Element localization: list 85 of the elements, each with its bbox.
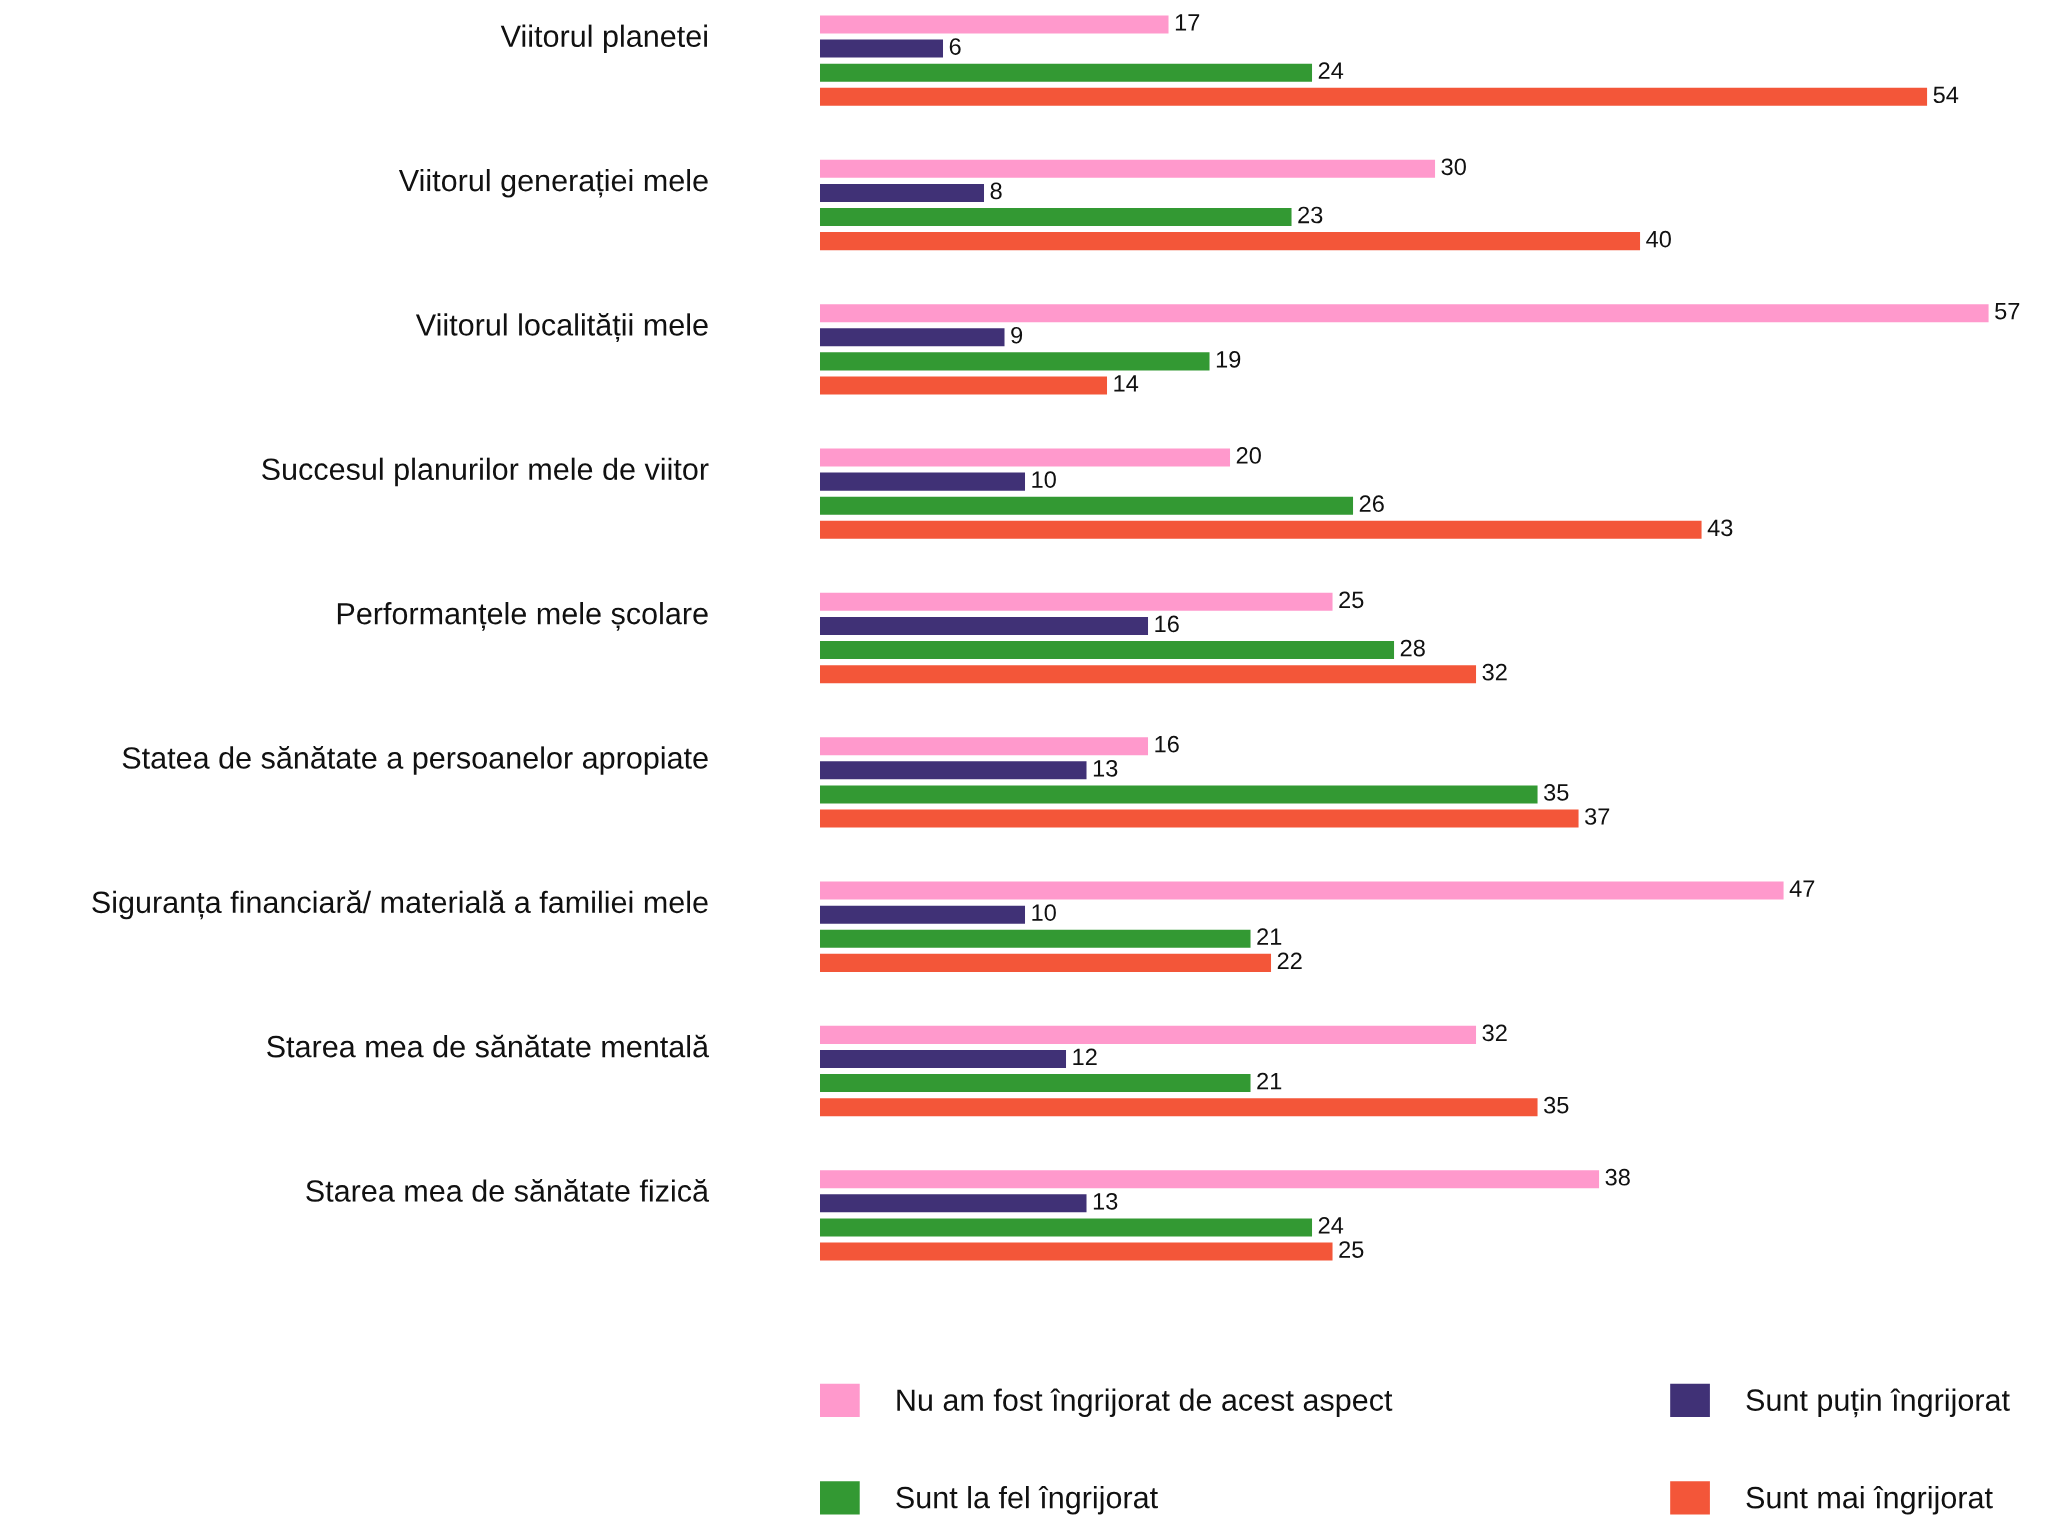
bar — [820, 641, 1395, 660]
data-label: 13 — [1093, 1192, 1118, 1210]
data-label: 20 — [1236, 447, 1261, 464]
bar — [820, 328, 1005, 347]
data-label: 38 — [1605, 1168, 1630, 1186]
data-label: 32 — [1482, 663, 1507, 681]
bar — [820, 87, 1928, 106]
data-label: 16 — [1155, 615, 1179, 633]
data-label: 6 — [949, 38, 961, 55]
bar — [820, 665, 1477, 684]
legend-label: Sunt puțin îngrijorat — [1746, 1388, 2010, 1418]
bar — [820, 761, 1087, 780]
bar — [820, 1170, 1600, 1189]
data-label: 30 — [1441, 158, 1466, 176]
bar — [820, 15, 1169, 34]
data-label: 13 — [1093, 759, 1118, 777]
bar — [820, 1194, 1087, 1213]
data-label: 19 — [1216, 350, 1241, 368]
bar — [820, 232, 1641, 251]
bar — [820, 63, 1313, 82]
data-label: 43 — [1707, 519, 1733, 537]
bar — [820, 472, 1026, 491]
bar — [820, 905, 1026, 924]
data-label: 23 — [1298, 206, 1323, 224]
bar — [820, 448, 1231, 467]
y-tick-label: Statea de sănătate a persoanelor apropiate — [122, 745, 708, 775]
bar — [820, 1025, 1477, 1044]
bar — [820, 809, 1579, 828]
bar — [820, 737, 1149, 756]
bar — [820, 352, 1210, 371]
bar — [820, 953, 1272, 972]
data-label: 24 — [1318, 62, 1344, 79]
data-label: 57 — [1995, 303, 2020, 320]
y-tick-label: Viitorul planetei — [500, 24, 707, 54]
y-tick-label: Performanțele mele școlare — [337, 602, 708, 631]
y-tick-label: Starea mea de sănătate fizică — [306, 1179, 710, 1202]
data-label: 35 — [1544, 1096, 1569, 1114]
data-label: 10 — [1032, 904, 1056, 921]
bar — [820, 592, 1333, 611]
bar — [820, 1098, 1538, 1117]
bar — [820, 376, 1108, 395]
bar — [820, 159, 1436, 178]
bar — [820, 1218, 1313, 1237]
legend-label: Sunt mai îngrijorat — [1746, 1485, 1993, 1515]
data-label: 8 — [990, 182, 1002, 200]
data-label: 32 — [1482, 1024, 1507, 1042]
data-label: 22 — [1277, 952, 1302, 969]
bar — [820, 929, 1251, 948]
y-tick-label: Starea mea de sănătate mentală — [267, 1034, 710, 1058]
bar — [820, 39, 944, 58]
data-label: 24 — [1318, 1217, 1344, 1234]
data-label: 37 — [1585, 808, 1610, 825]
data-label: 21 — [1257, 1072, 1282, 1090]
bar — [820, 616, 1149, 635]
data-label: 25 — [1339, 1241, 1364, 1258]
bar — [820, 1074, 1251, 1093]
bar — [820, 183, 985, 202]
data-label: 10 — [1032, 471, 1056, 488]
data-label: 14 — [1114, 375, 1139, 392]
data-label: 16 — [1155, 735, 1179, 753]
bar — [820, 785, 1538, 804]
data-label: 35 — [1544, 784, 1569, 801]
bar — [820, 1049, 1067, 1069]
data-label: 21 — [1257, 928, 1282, 945]
bar — [820, 520, 1702, 539]
y-tick-label: Succesul planurilor mele de viitor — [262, 457, 709, 487]
bar — [820, 1242, 1333, 1261]
bar — [820, 496, 1354, 515]
data-label: 26 — [1359, 495, 1384, 513]
data-label: 54 — [1933, 86, 1959, 104]
bar — [820, 208, 1292, 227]
data-label: 9 — [1011, 326, 1023, 344]
bar — [820, 881, 1784, 900]
data-label: 28 — [1400, 639, 1425, 657]
y-tick-label: Viitorul localității mele — [415, 312, 708, 342]
data-label: 12 — [1073, 1048, 1097, 1066]
data-label: 47 — [1789, 880, 1815, 897]
y-tick-label: Viitorul generației mele — [398, 168, 708, 198]
data-label: 40 — [1646, 230, 1671, 248]
data-label: 17 — [1175, 14, 1200, 31]
legend-label: Sunt la fel îngrijorat — [896, 1485, 1158, 1515]
legend-label: Nu am fost îngrijorat de acest aspect — [897, 1388, 1393, 1417]
data-label: 25 — [1339, 591, 1364, 609]
bar — [820, 304, 1989, 323]
y-tick-label: Siguranța financiară/ materială a familiei mele — [92, 890, 708, 920]
